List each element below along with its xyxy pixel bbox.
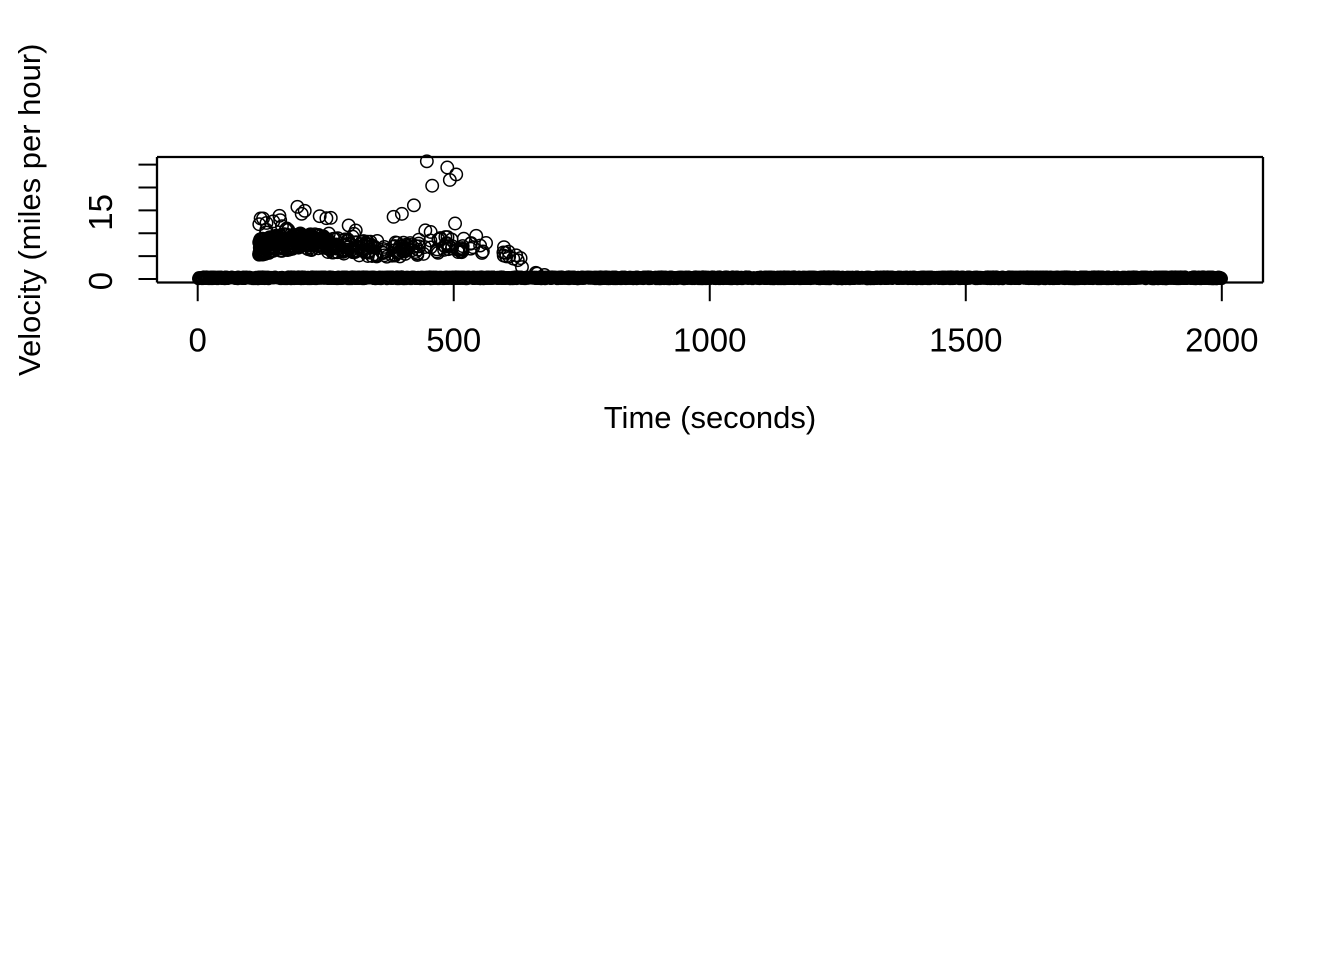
svg-text:1500: 1500 — [929, 322, 1002, 359]
svg-text:0: 0 — [82, 272, 119, 290]
svg-text:15: 15 — [82, 194, 119, 231]
svg-text:Velocity (miles per hour): Velocity (miles per hour) — [12, 43, 47, 376]
svg-text:Time (seconds): Time (seconds) — [604, 400, 816, 435]
svg-text:0: 0 — [189, 322, 207, 359]
svg-text:2000: 2000 — [1185, 322, 1258, 359]
svg-text:500: 500 — [426, 322, 481, 359]
svg-text:1000: 1000 — [673, 322, 746, 359]
